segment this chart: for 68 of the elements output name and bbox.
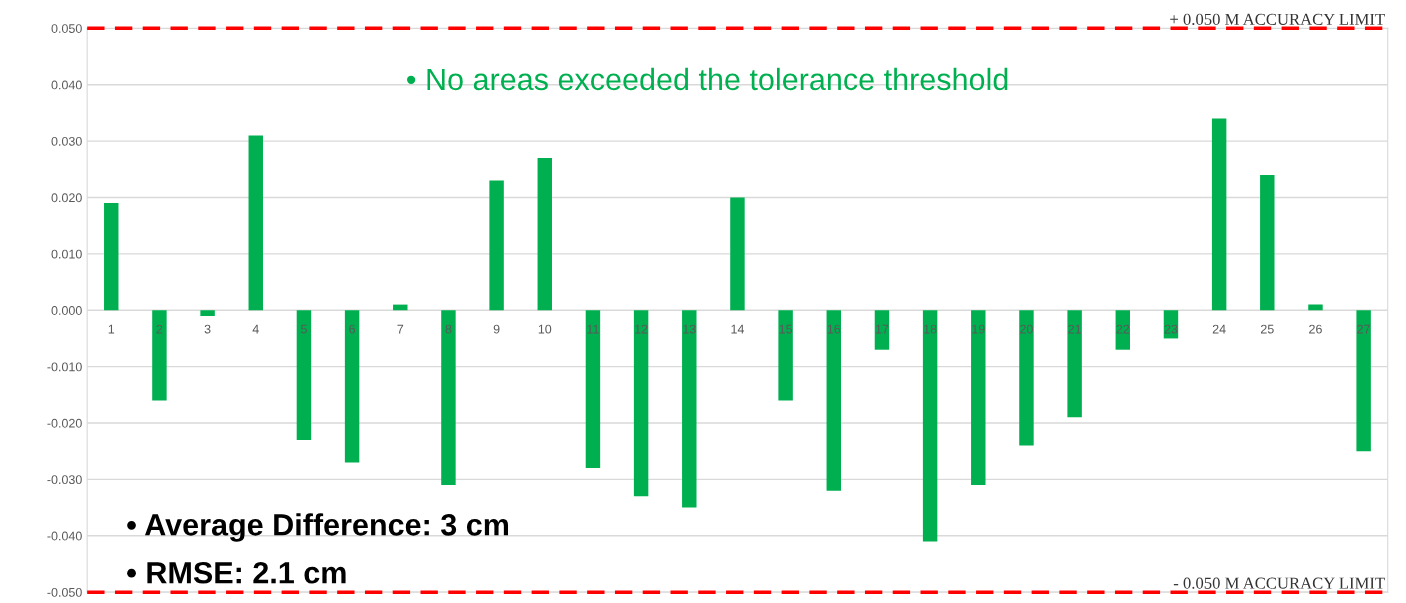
- annotation: • RMSE: 2.1 cm: [127, 561, 346, 584]
- y-tick-label: -0.030: [47, 475, 82, 485]
- x-tick-label: 14: [731, 324, 745, 334]
- x-tick-label: 10: [538, 324, 552, 334]
- bar: [104, 203, 119, 311]
- x-tick-label: 3: [204, 324, 211, 334]
- bar: [1260, 174, 1275, 311]
- y-tick-label: -0.020: [47, 418, 82, 428]
- x-tick-label: 22: [1116, 324, 1130, 334]
- bar: [778, 310, 793, 401]
- y-tick-label: -0.050: [47, 587, 82, 597]
- x-tick-label: 27: [1357, 324, 1370, 334]
- x-tick-label: 5: [300, 324, 307, 334]
- bar: [633, 310, 649, 497]
- bar: [200, 310, 215, 316]
- ref-line-label: + 0.050 M ACCURACY LIMIT: [1170, 13, 1385, 26]
- bar: [730, 197, 745, 311]
- x-tick-label: 9: [493, 324, 500, 334]
- x-tick-label: 24: [1212, 324, 1226, 334]
- bar: [248, 135, 263, 311]
- x-tick-label: 4: [252, 324, 259, 334]
- y-tick-label: 0.050: [51, 24, 82, 33]
- bar: [489, 180, 504, 311]
- bar: [585, 310, 601, 469]
- bar: [537, 158, 552, 311]
- y-tick-label: -0.040: [47, 531, 82, 541]
- bar: [1356, 310, 1371, 452]
- x-tick-label: 19: [972, 324, 985, 334]
- y-tick-label: 0.010: [51, 249, 82, 259]
- bar: [1211, 118, 1227, 311]
- bar: [1067, 310, 1082, 418]
- x-tick-label: 16: [827, 324, 841, 334]
- bar: [441, 310, 456, 486]
- y-tick-label: 0.040: [51, 80, 82, 90]
- x-tick-label: 21: [1068, 324, 1081, 334]
- x-tick-label: 11: [587, 324, 599, 334]
- bar: [344, 310, 360, 463]
- bar: [922, 310, 938, 542]
- bar: [296, 310, 312, 440]
- x-tick-label: 8: [445, 324, 452, 334]
- bar: [1115, 310, 1131, 350]
- x-tick-label: 13: [683, 324, 696, 334]
- annotation: • No areas exceeded the tolerance threshold: [407, 67, 1008, 91]
- x-tick-label: 15: [779, 324, 793, 334]
- annotation: • Average Difference: 3 cm: [127, 513, 509, 542]
- x-tick-label: 6: [349, 324, 356, 334]
- bar: [1019, 310, 1034, 446]
- x-tick-label: 25: [1260, 324, 1274, 334]
- x-tick-label: 20: [1020, 324, 1033, 334]
- x-tick-label: 12: [635, 324, 648, 334]
- bar: [1308, 304, 1323, 311]
- bar: [682, 310, 697, 508]
- x-tick-label: 2: [156, 324, 163, 334]
- x-tick-label: 18: [924, 324, 937, 334]
- bar: [152, 310, 167, 401]
- bar: [826, 310, 842, 491]
- x-tick-label: 26: [1309, 324, 1322, 334]
- y-tick-label: 0.030: [51, 136, 82, 146]
- bar: [971, 310, 986, 486]
- x-tick-label: 17: [875, 324, 889, 334]
- x-tick-label: 23: [1164, 324, 1178, 334]
- y-tick-label: 0.000: [51, 306, 82, 315]
- x-tick-label: 1: [108, 324, 115, 334]
- y-tick-label: 0.020: [51, 193, 82, 203]
- bar: [874, 310, 890, 350]
- y-tick-label: -0.010: [47, 362, 82, 372]
- x-tick-label: 7: [397, 324, 404, 334]
- ref-line-label: - 0.050 M ACCURACY LIMIT: [1173, 577, 1385, 589]
